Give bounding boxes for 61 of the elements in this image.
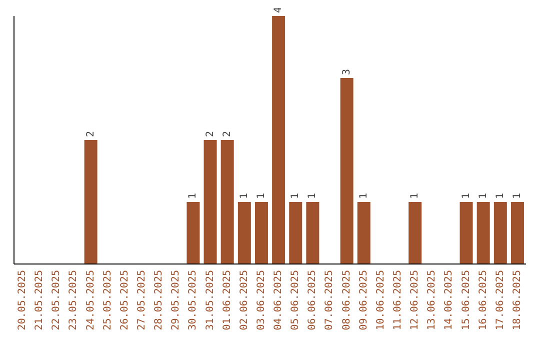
bar (186, 202, 200, 264)
x-tick-label: 17.06.2025 (494, 270, 506, 330)
data-label: 1 (512, 192, 523, 199)
x-tick-label: 05.06.2025 (290, 270, 302, 330)
x-tick-label: 16.06.2025 (478, 270, 489, 330)
x-tick-label: 09.06.2025 (358, 270, 370, 330)
x-tick-label: 07.06.2025 (324, 270, 336, 330)
x-tick-label: 03.06.2025 (256, 270, 267, 330)
x-tick-label: 15.06.2025 (460, 270, 472, 330)
x-tick-label: 08.06.2025 (341, 270, 352, 330)
x-tick-label: 21.05.2025 (34, 270, 46, 330)
x-tick-label: 11.06.2025 (392, 270, 404, 330)
x-tick-label: 04.06.2025 (273, 270, 284, 330)
data-label: 2 (204, 130, 216, 137)
x-tick-label: 10.06.2025 (375, 270, 386, 330)
data-label: 2 (222, 130, 233, 137)
data-label: 1 (238, 192, 250, 199)
x-tick-label: 25.05.2025 (102, 270, 114, 330)
bar (476, 202, 490, 264)
bar (340, 78, 354, 264)
data-label: 1 (358, 192, 370, 199)
x-tick-label: 24.05.2025 (85, 270, 96, 330)
x-tick-label: 13.06.2025 (426, 270, 438, 330)
x-tick-label: 18.06.2025 (512, 270, 523, 330)
data-label: 1 (478, 192, 489, 199)
x-tick-label: 28.05.2025 (154, 270, 165, 330)
x-tick-label: 14.06.2025 (444, 270, 455, 330)
x-tick-label: 06.06.2025 (307, 270, 318, 330)
x-tick-label: 23.05.2025 (68, 270, 80, 330)
data-label: 1 (256, 192, 267, 199)
data-label: 1 (188, 192, 199, 199)
bar (306, 202, 320, 264)
data-label: 2 (85, 130, 96, 137)
data-label: 1 (410, 192, 421, 199)
x-tick-label: 20.05.2025 (17, 270, 28, 330)
bar (220, 140, 234, 264)
data-label: 1 (494, 192, 506, 199)
bar (510, 202, 524, 264)
bar (408, 202, 422, 264)
bar (494, 202, 507, 264)
data-label: 1 (460, 192, 472, 199)
bar (289, 202, 302, 264)
x-tick-label: 27.05.2025 (136, 270, 148, 330)
bar (238, 202, 251, 264)
x-tick-label: 12.06.2025 (410, 270, 421, 330)
bar (460, 202, 473, 264)
x-tick-label: 31.05.2025 (204, 270, 216, 330)
data-label: 3 (341, 68, 352, 75)
x-tick-label: 22.05.2025 (51, 270, 62, 330)
bar (272, 16, 286, 264)
x-tick-label: 30.05.2025 (188, 270, 199, 330)
bar (84, 140, 98, 264)
bar (254, 202, 268, 264)
data-label: 1 (307, 192, 318, 199)
bar (204, 140, 217, 264)
x-tick-label: 01.06.2025 (222, 270, 233, 330)
x-tick-label: 29.05.2025 (170, 270, 182, 330)
x-tick-label: 26.05.2025 (119, 270, 130, 330)
bar (357, 202, 370, 264)
data-label: 1 (290, 192, 302, 199)
x-tick-label: 02.06.2025 (238, 270, 250, 330)
